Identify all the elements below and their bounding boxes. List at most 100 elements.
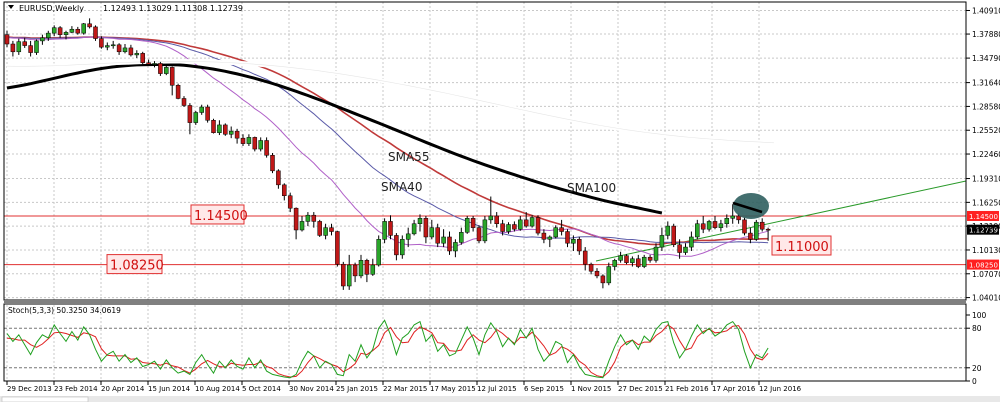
candle-body-down (700, 223, 706, 230)
candle (606, 262, 612, 286)
candle (683, 243, 688, 255)
candle-body-down (636, 258, 641, 267)
candle (40, 34, 45, 45)
candle-body-up (464, 218, 470, 233)
price-tick-label: 1.37880 (972, 30, 1000, 39)
candle (459, 227, 464, 245)
candle-body-down (93, 26, 98, 39)
time-tick-label: 21 Feb 2016 (665, 385, 709, 393)
candle (252, 136, 258, 152)
candle-body-down (736, 215, 741, 221)
candle (57, 26, 63, 38)
label-sma100: SMA100 (567, 181, 616, 195)
time-tick-label: 22 Mar 2015 (383, 385, 427, 393)
candle-body-down (240, 137, 246, 144)
candle-body-down (647, 256, 653, 261)
candle (87, 18, 92, 29)
candle-body-up (683, 246, 688, 253)
time-tick-label: 20 Apr 2014 (101, 385, 145, 393)
candle-body-down (624, 255, 629, 263)
candle (647, 254, 653, 263)
candle (759, 218, 765, 232)
candle-body-down (211, 120, 216, 133)
candles (4, 18, 771, 290)
candle (28, 40, 33, 57)
candle (765, 227, 771, 241)
sma200-outline (6, 61, 775, 144)
candle-body-up (358, 260, 364, 277)
candle-body-down (500, 223, 505, 232)
candle (346, 254, 352, 290)
candle-body-up (689, 236, 694, 248)
highlight-ellipse-line (732, 201, 763, 214)
candle (571, 235, 576, 251)
candle (311, 212, 317, 228)
candle (718, 219, 724, 232)
candle-body-up (217, 124, 222, 133)
price-tick-label: 1.31640 (972, 79, 1000, 88)
time-tick-label: 5 Oct 2014 (242, 385, 281, 393)
candle-body-up (453, 242, 458, 252)
candle-body-up (105, 45, 110, 48)
candle-body-up (305, 214, 311, 222)
candle (16, 38, 22, 55)
candle (81, 23, 86, 35)
candle (748, 227, 753, 244)
candle (323, 223, 328, 240)
candle (187, 103, 193, 135)
candle-body-up (258, 140, 263, 150)
candle (223, 123, 228, 136)
candle (110, 40, 116, 49)
candle-body-down (535, 217, 541, 234)
candle (158, 61, 163, 76)
candle (169, 66, 175, 96)
price-tick-label: 1.28580 (972, 102, 1000, 111)
candle-body-up (51, 27, 57, 34)
candle (270, 152, 275, 174)
candle (382, 218, 387, 244)
candle (164, 65, 169, 76)
candle (518, 215, 523, 231)
candle-body-down (582, 250, 588, 265)
candle-body-down (22, 41, 27, 46)
candle-body-down (600, 275, 606, 284)
candle-body-down (594, 270, 600, 277)
candle-body-down (140, 53, 145, 63)
candle (488, 196, 494, 224)
candle (624, 254, 629, 265)
candle (671, 223, 676, 248)
price-tick-label: 1.04010 (972, 294, 1000, 303)
price-tick-label: 1.10130 (972, 246, 1000, 255)
candle (612, 258, 617, 271)
candle-body-down (742, 219, 747, 234)
candle-body-down (146, 62, 151, 65)
candle (423, 215, 429, 244)
candle (69, 26, 75, 34)
candle (116, 43, 122, 55)
candle (105, 42, 110, 51)
candle-body-down (494, 215, 499, 224)
ohlc-header: 1.12493 1.13029 1.11308 1.12739 (103, 4, 243, 13)
candle (435, 223, 440, 248)
stoch-tick-label: 20 (972, 364, 982, 373)
candle (417, 214, 423, 232)
candle-body-up (706, 221, 712, 230)
candle-body-down (588, 263, 594, 272)
candle-body-up (346, 264, 352, 287)
time-tick-label: 27 Dec 2015 (618, 385, 663, 393)
candle (122, 44, 128, 54)
candle-body-up (553, 227, 558, 238)
candle-body-down (116, 44, 122, 53)
stochastic-lines (6, 319, 769, 379)
stoch-title: Stoch(5,3,3) 50.3250 34.0619 (8, 306, 121, 315)
candle-body-down (317, 221, 322, 236)
sma20-line (6, 36, 769, 257)
label-sma40: SMA40 (381, 180, 422, 194)
price-tick-label: 1.07070 (972, 270, 1000, 279)
candle (211, 118, 216, 134)
level-axis-tag (967, 210, 999, 221)
candle (287, 192, 293, 213)
candle-body-down (287, 195, 293, 209)
candle-body-up (122, 47, 128, 53)
